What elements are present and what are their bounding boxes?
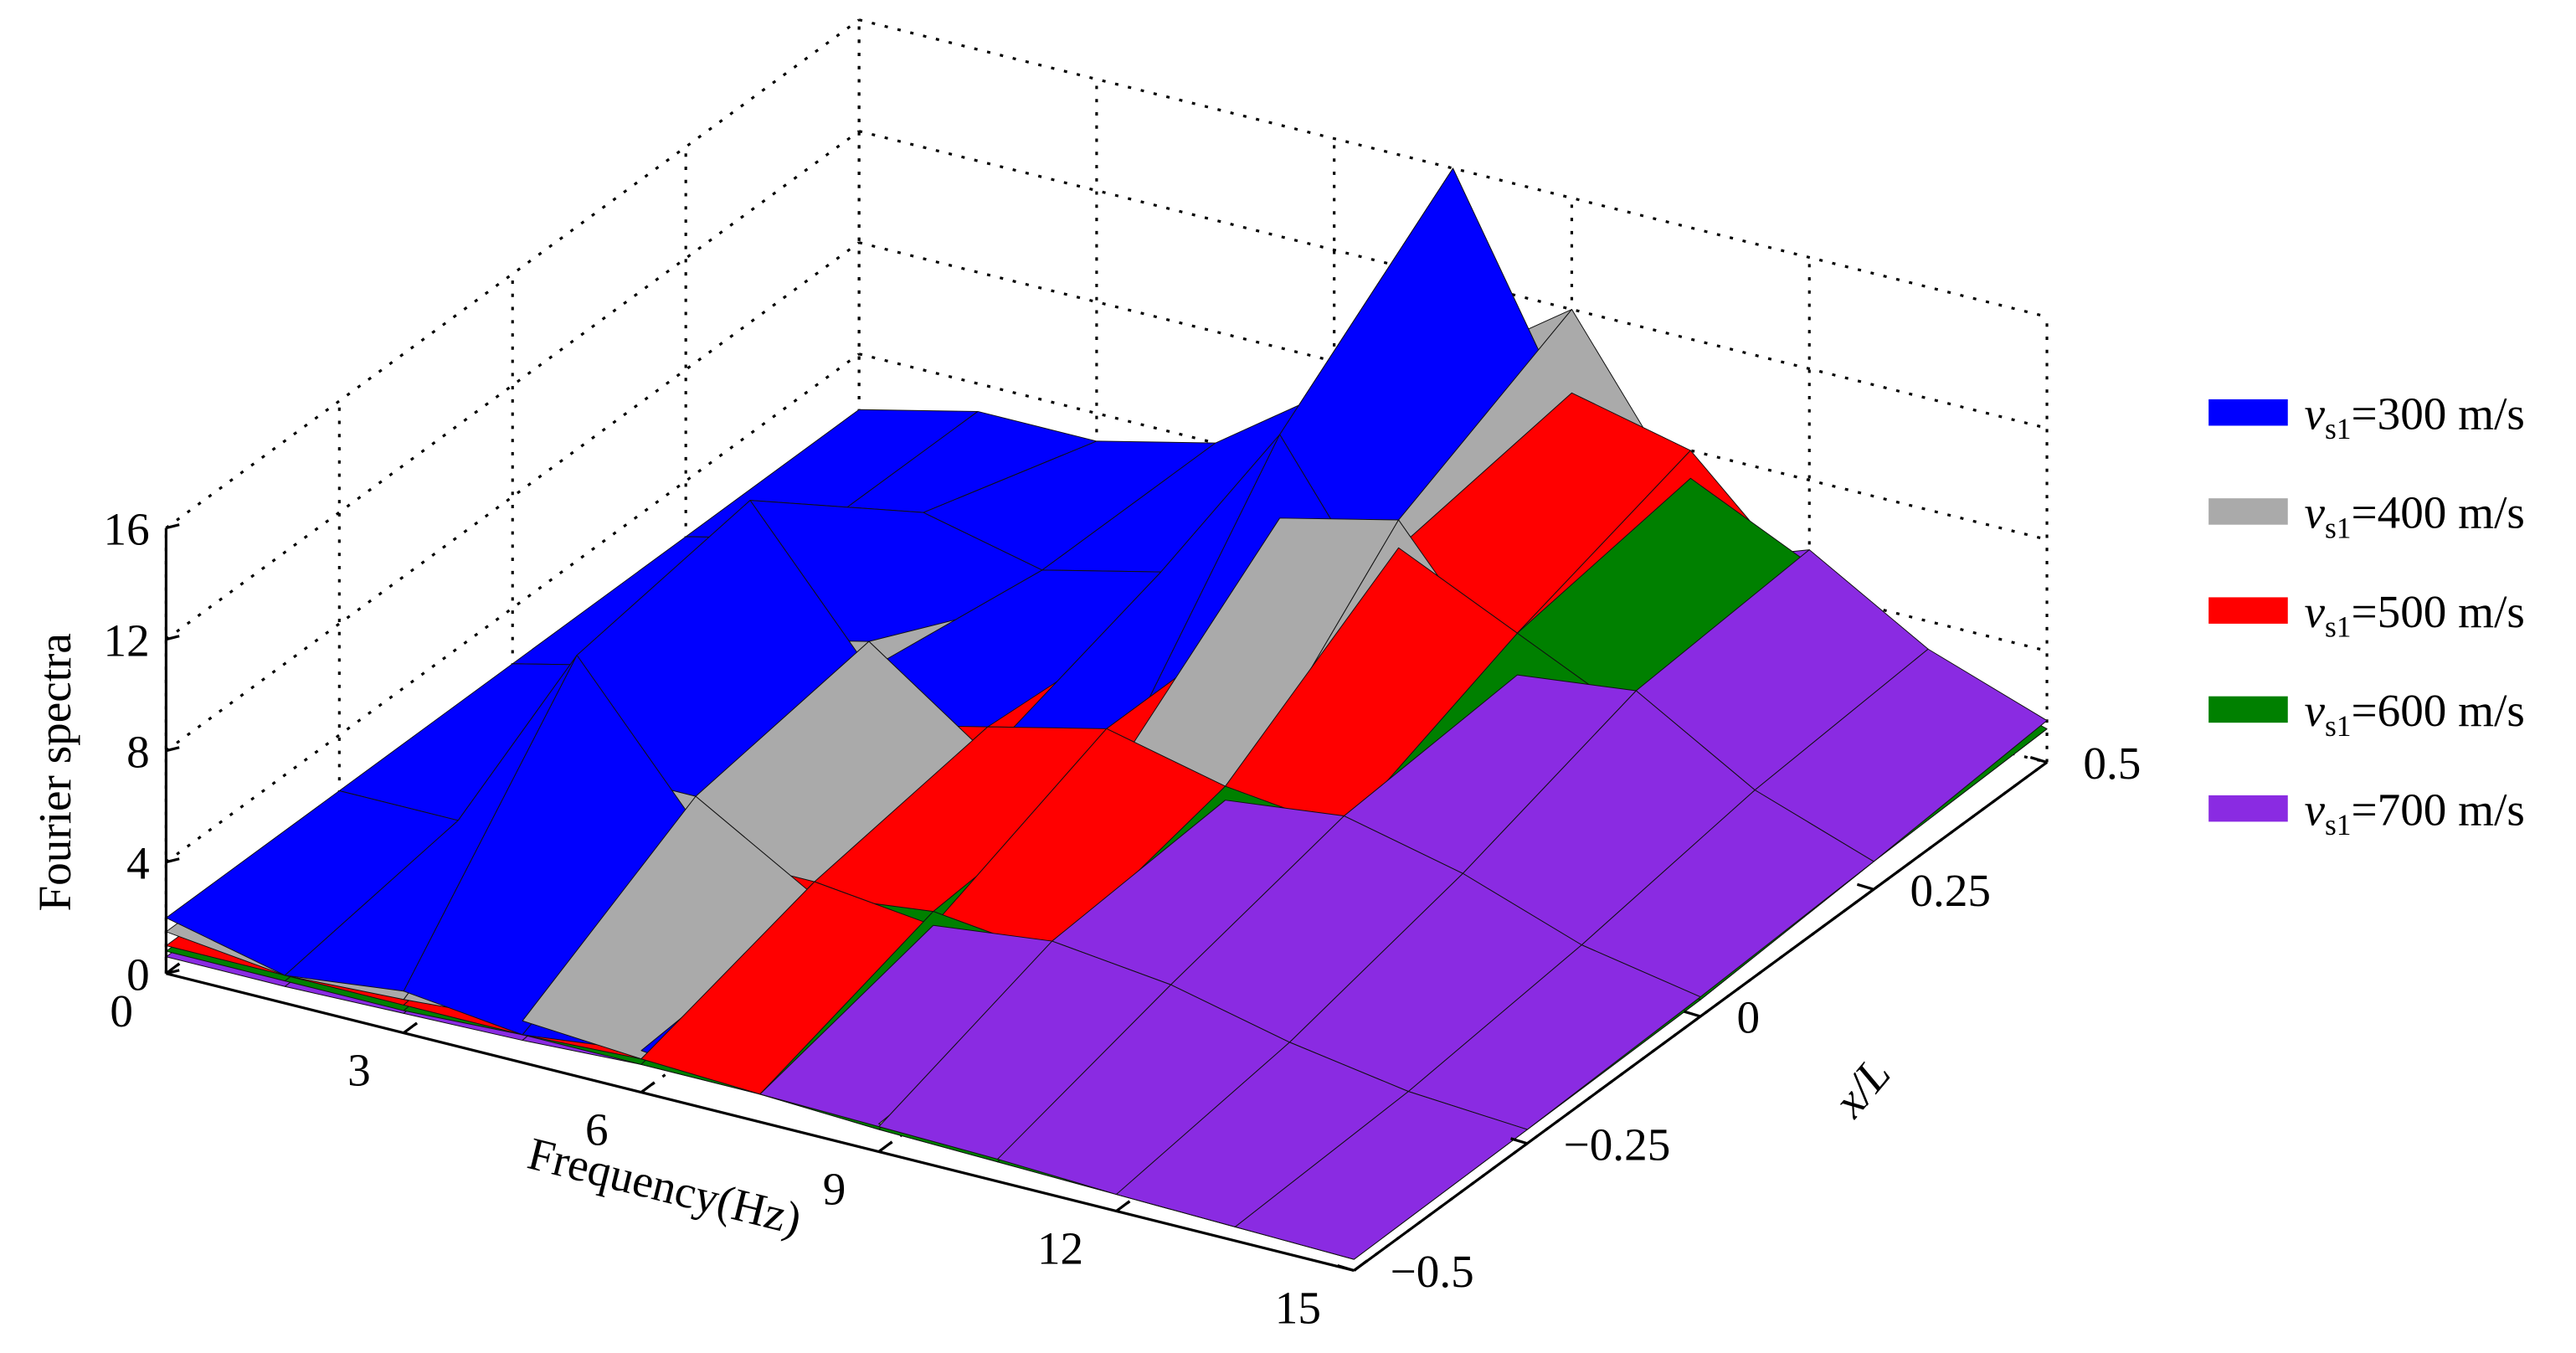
y-tick xyxy=(1684,1010,1701,1018)
x-axis xyxy=(166,972,1355,1272)
z-tick-label: 0 xyxy=(126,949,150,1000)
x-tick-label: 9 xyxy=(823,1164,846,1215)
z-tick xyxy=(166,746,180,753)
z-tick-label: 16 xyxy=(104,503,150,554)
y-tick-label: 0.5 xyxy=(2083,738,2141,789)
x-tick xyxy=(640,1081,656,1093)
z-tick-label: 12 xyxy=(104,615,150,666)
z-tick-label: 4 xyxy=(126,837,150,888)
surface-patch xyxy=(1234,1091,1528,1260)
legend-swatch xyxy=(2208,795,2288,822)
legend-label: vs1=300 m/s xyxy=(2304,388,2524,445)
grid-line xyxy=(165,18,861,529)
y-tick-label: −0.25 xyxy=(1564,1119,1671,1170)
legend: vs1=300 m/s vs1=400 m/s vs1=500 m/s vs1=600… xyxy=(2208,388,2525,841)
x-tick-label: 6 xyxy=(585,1104,609,1155)
legend-swatch xyxy=(2208,696,2288,723)
legend-label: vs1=700 m/s xyxy=(2304,784,2524,841)
x-tick xyxy=(1115,1200,1131,1212)
legend-swatch xyxy=(2208,399,2288,426)
x-tick-label: 3 xyxy=(347,1045,371,1096)
legend-label: vs1=400 m/s xyxy=(2304,487,2524,545)
z-tick xyxy=(166,635,180,641)
legend-swatch xyxy=(2208,597,2288,624)
x-tick-label: 0 xyxy=(110,985,133,1037)
y-tick xyxy=(1856,882,1874,891)
x-tick-label: 15 xyxy=(1275,1283,1321,1334)
y-axis-label: x/L xyxy=(1823,1048,1900,1127)
x-tick xyxy=(877,1140,893,1153)
x-tick-label: 12 xyxy=(1037,1223,1083,1274)
legend-label: vs1=500 m/s xyxy=(2304,586,2524,644)
x-tick xyxy=(165,962,181,975)
y-tick-label: −0.5 xyxy=(1391,1246,1474,1297)
legend-label: vs1=600 m/s xyxy=(2304,685,2524,743)
x-axis-label: Frequency(Hz) xyxy=(523,1128,807,1245)
y-tick xyxy=(1337,1264,1355,1272)
y-tick-label: 0.25 xyxy=(1910,865,1991,916)
z-tick xyxy=(166,857,180,864)
y-tick-label: 0 xyxy=(1737,992,1761,1043)
z-tick xyxy=(166,523,180,530)
y-tick xyxy=(1510,1137,1528,1145)
x-tick xyxy=(403,1021,418,1034)
y-tick xyxy=(2029,756,2048,764)
z-tick-label: 8 xyxy=(126,726,150,777)
z-axis-label: Fourier spectra xyxy=(29,633,80,911)
legend-swatch xyxy=(2208,498,2288,525)
x-tick xyxy=(1353,1259,1369,1272)
